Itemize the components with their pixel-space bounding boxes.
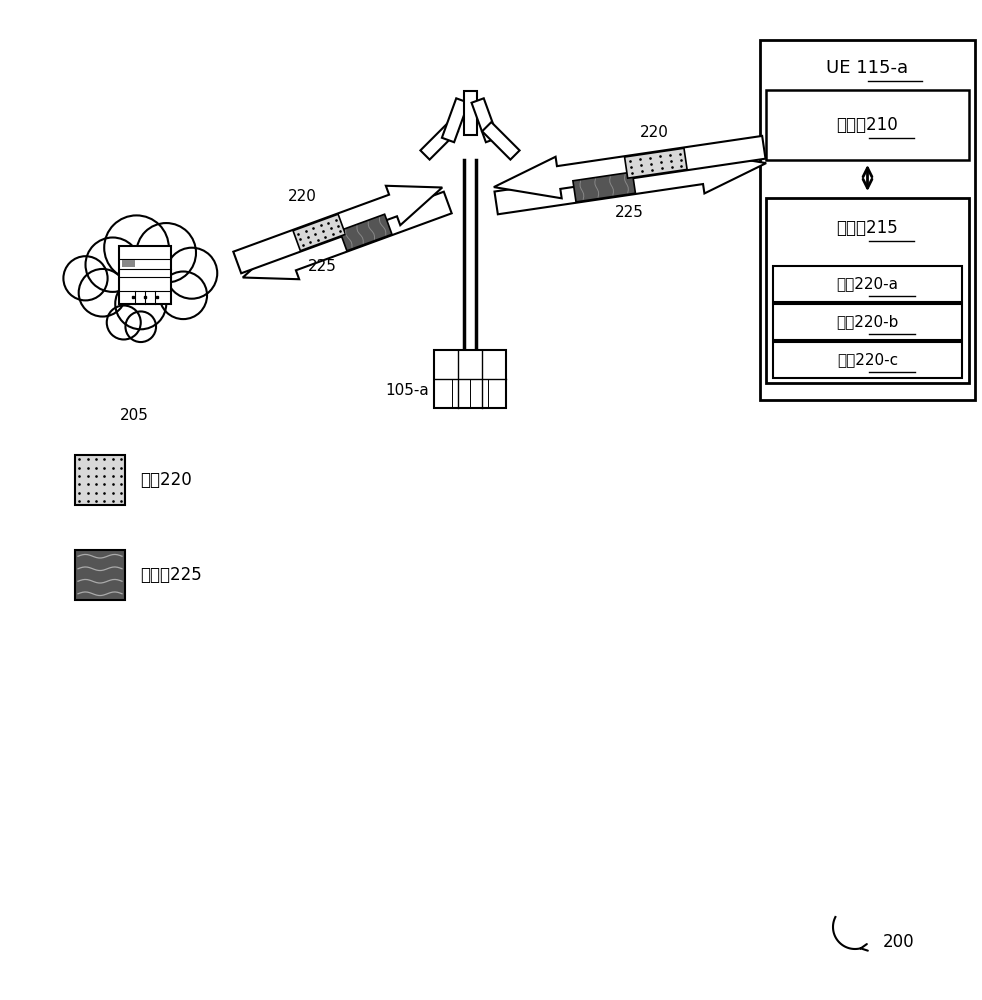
FancyBboxPatch shape	[75, 550, 125, 600]
FancyBboxPatch shape	[760, 40, 975, 400]
Text: 应用层210: 应用层210	[837, 116, 899, 134]
Text: 205: 205	[120, 408, 149, 423]
Polygon shape	[243, 192, 452, 279]
Polygon shape	[495, 152, 766, 214]
Circle shape	[79, 269, 127, 317]
FancyBboxPatch shape	[766, 90, 969, 160]
Polygon shape	[234, 186, 442, 273]
Circle shape	[126, 311, 156, 342]
Text: 225: 225	[615, 205, 644, 220]
Text: 分组220-a: 分组220-a	[837, 276, 899, 291]
Polygon shape	[573, 172, 635, 202]
Text: 分组220-c: 分组220-c	[837, 352, 899, 367]
FancyBboxPatch shape	[773, 342, 962, 378]
Text: UE 115-a: UE 115-a	[827, 59, 908, 77]
Circle shape	[166, 248, 217, 299]
Polygon shape	[340, 214, 392, 251]
Polygon shape	[442, 98, 468, 142]
Polygon shape	[494, 136, 766, 198]
Text: 105-a: 105-a	[385, 383, 429, 398]
Polygon shape	[482, 122, 519, 160]
Circle shape	[136, 223, 196, 283]
Text: 分组220: 分组220	[140, 471, 191, 489]
Text: 物理层215: 物理层215	[837, 219, 899, 237]
Circle shape	[115, 278, 166, 329]
Polygon shape	[625, 148, 687, 178]
Polygon shape	[471, 98, 498, 142]
FancyBboxPatch shape	[773, 266, 962, 302]
Text: 200: 200	[883, 933, 914, 951]
FancyBboxPatch shape	[766, 198, 969, 383]
Circle shape	[85, 237, 139, 292]
Polygon shape	[420, 122, 458, 160]
Text: 视频帧225: 视频帧225	[140, 566, 201, 584]
Circle shape	[107, 306, 140, 340]
FancyBboxPatch shape	[122, 260, 135, 267]
Circle shape	[64, 256, 108, 300]
Circle shape	[159, 271, 207, 319]
FancyBboxPatch shape	[773, 304, 962, 340]
Text: 225: 225	[307, 259, 337, 274]
Circle shape	[104, 215, 169, 280]
FancyBboxPatch shape	[119, 246, 171, 304]
FancyBboxPatch shape	[75, 455, 125, 505]
FancyBboxPatch shape	[434, 350, 506, 408]
Text: 分组220-b: 分组220-b	[837, 314, 899, 329]
Text: 220: 220	[640, 125, 669, 140]
Text: 220: 220	[288, 189, 316, 204]
Polygon shape	[464, 91, 476, 135]
Polygon shape	[293, 214, 346, 251]
